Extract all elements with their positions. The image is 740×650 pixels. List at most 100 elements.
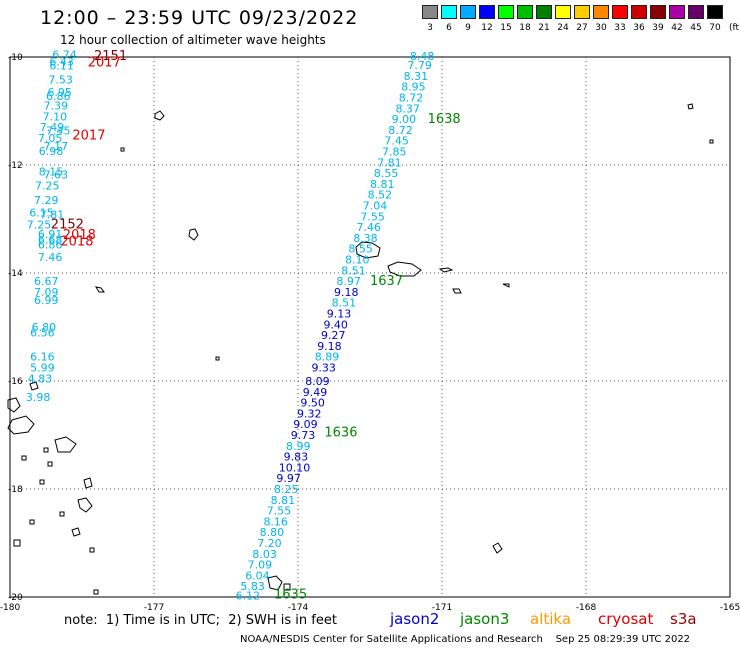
track-time-label: 1637 [370, 274, 403, 289]
wave-height-value: 7.45 [46, 124, 71, 137]
legend-swatch-label: 33 [614, 23, 626, 33]
wave-height-value: 7.25 [35, 180, 60, 193]
legend-swatch [707, 5, 723, 19]
island-small-7 [120, 147, 125, 152]
wave-height-value: 6.15 [29, 207, 54, 220]
wave-height-value: 6.74 [52, 48, 77, 61]
wave-height-value: 7.25 [27, 218, 52, 231]
lat-tick-label: -18 [8, 485, 23, 495]
lat-tick-label: -12 [8, 161, 23, 171]
lat-tick-label: -10 [8, 53, 23, 63]
legend-swatch-label: 21 [538, 23, 550, 33]
track-time-label: 1636 [324, 425, 357, 440]
legend-swatch [669, 5, 685, 19]
island-small-1 [94, 286, 105, 293]
lon-tick-label: -168 [576, 603, 597, 613]
island-fiji-2 [7, 415, 35, 435]
wave-height-value: 8.72 [399, 92, 424, 105]
wave-height-value: 4.83 [28, 372, 53, 385]
legend-swatch-label: 70 [709, 23, 721, 33]
legend-swatch-label: 12 [481, 23, 493, 33]
wave-height-value: 7.85 [382, 146, 407, 159]
wave-height-value: 8.95 [401, 81, 426, 94]
wave-height-value: 8.55 [348, 243, 373, 256]
wave-height-value: 10.10 [279, 461, 311, 474]
island-fiji-16 [89, 547, 95, 553]
island-upolu [387, 261, 422, 277]
wave-height-value: 8.51 [341, 264, 366, 277]
track-time-label: 2152 [51, 217, 84, 232]
wave-height-value: 9.32 [297, 407, 322, 420]
island-tonga-2 [283, 583, 291, 591]
lat-tick-label: -16 [8, 377, 23, 387]
map-title: 12:00 – 23:59 UTC 09/23/2022 [40, 7, 359, 29]
island-fiji-8 [13, 539, 21, 547]
island-fiji-10 [83, 477, 93, 489]
track-time-label: 2017 [88, 55, 121, 70]
island-fiji-4 [77, 497, 93, 513]
legend-swatch-label: 45 [690, 23, 702, 33]
lon-tick-label: -171 [432, 603, 452, 613]
wave-height-value: 6.99 [34, 294, 59, 307]
wave-height-value: 7.53 [48, 74, 73, 87]
wave-height-value: 6.95 [47, 86, 72, 99]
wave-height-value: 9.40 [323, 318, 348, 331]
legend-swatch [422, 5, 438, 19]
wave-height-value: 8.97 [336, 275, 361, 288]
wave-height-value: 9.27 [321, 329, 346, 342]
island-small-3 [709, 139, 714, 144]
wave-height-value: 7.29 [34, 194, 59, 207]
lat-tick-label: -14 [8, 269, 23, 279]
legend-swatch [460, 5, 476, 19]
wave-height-value: 6.91 [38, 228, 63, 241]
wave-height-value: 8.89 [315, 351, 340, 364]
lon-tick-label: -180 [0, 603, 20, 613]
island-fiji-12 [29, 519, 35, 525]
lon-tick-label: -165 [720, 603, 740, 613]
island-fiji-7 [47, 461, 53, 467]
legend-unit-label: (ft) [729, 23, 740, 33]
legend-swatch-label: 15 [500, 23, 512, 33]
lon-tick-label: -177 [144, 603, 164, 613]
wave-height-value: 6.80 [32, 321, 56, 334]
wave-height-value: 9.50 [300, 397, 325, 410]
legend-swatch-label: 3 [427, 23, 433, 33]
legend-swatch [688, 5, 704, 19]
wave-height-value: 5.99 [30, 362, 55, 375]
island-fiji-5 [29, 381, 39, 391]
legend-swatch [650, 5, 666, 19]
wave-height-value: 6.86 [38, 238, 63, 251]
wave-height-value: 9.83 [284, 451, 309, 464]
wave-height-value: 8.25 [274, 483, 299, 496]
wave-height-value: 8.03 [252, 548, 277, 561]
island-tokelau [687, 103, 694, 110]
legend-swatch-label: 6 [446, 23, 452, 33]
satellite-label-altika: altika [530, 610, 572, 628]
island-savaii [355, 241, 381, 259]
legend-swatch-label: 36 [633, 23, 645, 33]
wave-height-value: 7.20 [257, 537, 282, 550]
wave-height-value: 8.51 [332, 297, 357, 310]
wave-height-value: 8.37 [395, 102, 420, 115]
wave-height-value: 7.55 [267, 505, 292, 518]
island-fiji-14 [21, 455, 27, 461]
wave-height-value: 6.43 [49, 55, 74, 68]
wave-height-value: 9.18 [317, 340, 342, 353]
wave-height-value: 6.04 [245, 569, 270, 582]
wave-height-value: 8.15 [39, 165, 64, 178]
legend-swatch [536, 5, 552, 19]
wave-height-value: 7.45 [384, 135, 409, 148]
map-frame [9, 56, 731, 598]
track-time-label: 2018 [63, 228, 96, 243]
legend-swatch [631, 5, 647, 19]
wave-height-value: 9.97 [276, 472, 301, 485]
lat-tick-label: -20 [8, 593, 23, 603]
wave-height-value: 8.52 [368, 189, 393, 202]
wave-height-value: 6.86 [46, 90, 71, 103]
legend-swatch [593, 5, 609, 19]
wave-height-value: 7.10 [43, 110, 68, 123]
coastline-layer [7, 103, 714, 595]
island-small-4 [452, 288, 462, 294]
wave-height-value: 6.67 [34, 275, 59, 288]
legend-swatch [612, 5, 628, 19]
